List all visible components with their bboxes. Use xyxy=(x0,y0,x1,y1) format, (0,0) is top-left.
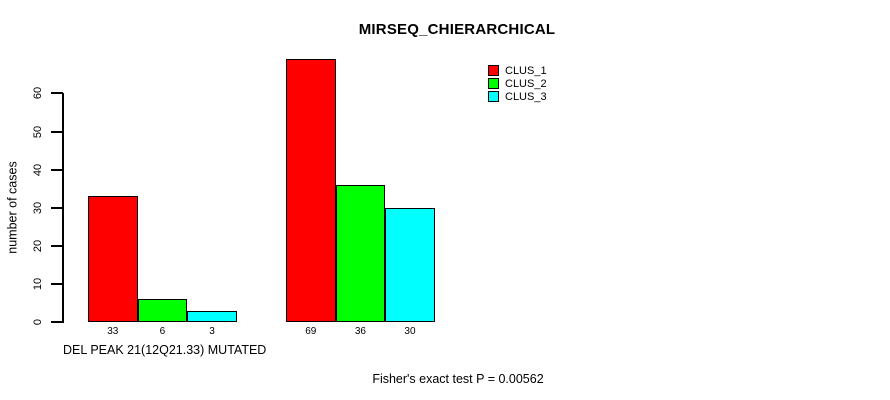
bar-value-label: 33 xyxy=(107,326,119,337)
legend-swatch-clus_1 xyxy=(488,65,499,76)
y-axis-tick xyxy=(51,282,63,285)
legend-label-clus_3: CLUS_3 xyxy=(505,91,547,103)
bar-clus_1 xyxy=(286,59,336,322)
bar-clus_1 xyxy=(88,196,138,322)
bar-clus_3 xyxy=(187,310,237,322)
bar-value-label: 3 xyxy=(209,326,215,337)
y-axis-tick xyxy=(51,206,63,209)
legend-swatch-clus_2 xyxy=(488,78,499,89)
fisher-test-annotation: Fisher's exact test P = 0.00562 xyxy=(372,372,544,386)
x-axis-label: DEL PEAK 21(12Q21.33) MUTATED xyxy=(63,343,267,357)
y-axis-tick xyxy=(51,321,63,323)
y-axis-tick xyxy=(51,130,63,133)
bar-value-label: 6 xyxy=(159,326,166,337)
y-axis-line xyxy=(62,93,64,323)
y-axis-tick xyxy=(51,168,63,171)
bar-clus_2 xyxy=(335,184,386,322)
bar-value-label: 36 xyxy=(354,326,366,337)
y-axis-tick xyxy=(51,92,63,95)
legend-label-clus_1: CLUS_1 xyxy=(505,65,547,77)
chart-title: MIRSEQ_CHIERARCHICAL xyxy=(358,21,556,38)
legend-label-clus_2: CLUS_2 xyxy=(505,78,547,90)
bar-clus_3 xyxy=(385,207,435,322)
bar-value-label: 69 xyxy=(305,326,317,337)
y-axis-tick xyxy=(51,244,63,247)
bar-clus_2 xyxy=(137,299,188,322)
legend-swatch-clus_3 xyxy=(488,91,499,102)
bar-value-label: 30 xyxy=(404,326,416,337)
